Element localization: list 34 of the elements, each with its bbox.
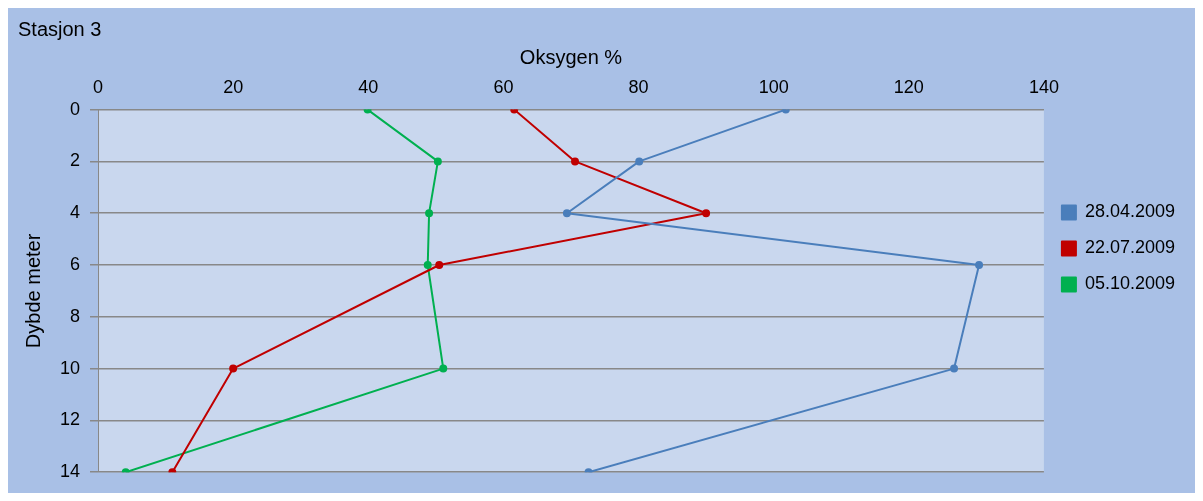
x-tick-label: 100 [758, 76, 789, 97]
point [433, 157, 442, 166]
x-axis-title: Oksygen % [519, 45, 623, 68]
point [435, 261, 444, 269]
y-tick-label: 8 [70, 305, 81, 326]
x-tick-label: 140 [1028, 76, 1059, 97]
x-tick-label: 40 [358, 76, 379, 97]
legend-label: 28.04.2009 [1084, 201, 1176, 222]
legend-label: 22.07.2009 [1084, 237, 1176, 258]
x-tick-label: 20 [223, 76, 244, 97]
y-tick-label: 10 [59, 357, 81, 378]
x-tick-label: 120 [893, 76, 924, 97]
point [562, 209, 571, 218]
y-tick-label: 12 [59, 409, 81, 430]
point [975, 261, 984, 269]
legend-label: 05.10.2009 [1084, 273, 1176, 294]
point [702, 209, 711, 218]
point [571, 157, 580, 166]
point [229, 364, 238, 373]
chart-title: Stasjon 3 [18, 17, 102, 40]
point [950, 364, 959, 373]
y-tick-label: 4 [70, 202, 81, 223]
x-tick-label: 80 [628, 76, 649, 97]
y-tick-label: 14 [59, 461, 81, 482]
x-tick-label: 0 [93, 76, 104, 97]
y-tick-label: 0 [70, 98, 81, 119]
y-tick-label: 2 [70, 150, 81, 171]
point [423, 261, 432, 269]
y-tick-label: 6 [70, 253, 81, 274]
x-tick-label: 60 [493, 76, 514, 97]
point [635, 157, 644, 166]
point [439, 364, 448, 373]
point [425, 209, 434, 218]
y-axis-title: Dybde meter [21, 233, 44, 349]
